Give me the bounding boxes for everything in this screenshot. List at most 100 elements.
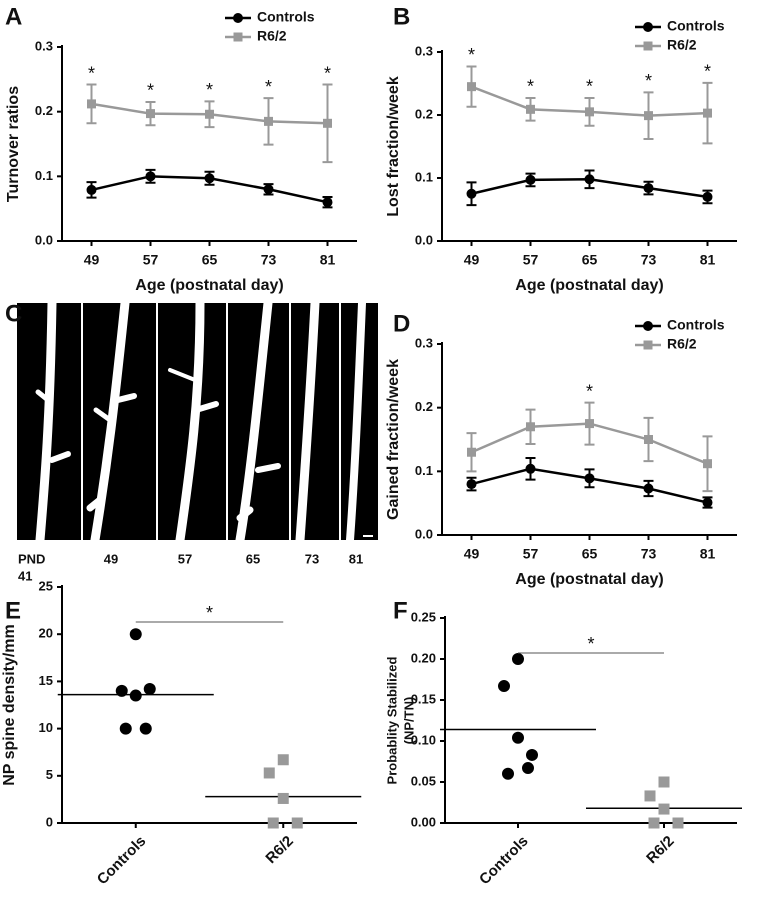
panel-letter: E: [5, 597, 21, 624]
data-point: [204, 173, 215, 184]
x-tick-label: 57: [523, 546, 539, 562]
x-axis-label: Age (postnatal day): [515, 571, 663, 588]
y-tick-label: 0.0: [415, 526, 433, 541]
y-tick-label: 10: [39, 720, 53, 735]
panel-letter: F: [393, 597, 408, 624]
data-point: [526, 104, 535, 114]
data-point: [522, 762, 534, 775]
data-point: [702, 497, 713, 508]
micrograph-panel: [17, 298, 378, 545]
y-tick-label: 0.1: [415, 463, 433, 478]
data-point: [466, 188, 477, 199]
data-point: [86, 184, 97, 195]
y-axis-label: Turnover ratios: [5, 86, 22, 202]
data-point: [143, 682, 156, 695]
x-tick-label: 81: [700, 252, 716, 268]
y-tick-label: 15: [39, 673, 53, 688]
data-point: [502, 767, 514, 780]
data-point: [672, 817, 684, 829]
day-prefix: PND: [18, 551, 45, 566]
data-point: [658, 776, 670, 788]
data-point: [512, 653, 524, 665]
day-label: 81: [349, 551, 363, 566]
significance-star: *: [586, 77, 593, 97]
data-point: [466, 479, 477, 490]
significance-star: *: [645, 71, 652, 91]
data-point: [205, 109, 214, 119]
data-point: [277, 754, 289, 766]
significance-star: *: [587, 634, 594, 654]
y-axis-label: (NP/TN): [401, 697, 416, 745]
legend-label: R6/2: [257, 28, 287, 44]
data-point: [498, 680, 510, 693]
data-point: [291, 817, 303, 829]
y-tick-label: 0.0: [35, 232, 53, 247]
x-tick-label: 65: [202, 252, 218, 268]
data-point: [267, 817, 279, 829]
data-point: [584, 473, 595, 484]
y-tick-label: 0.2: [415, 399, 433, 414]
dendrites: [35, 298, 366, 545]
y-tick-label: 20: [39, 626, 53, 641]
day-label: 49: [104, 551, 118, 566]
legend-label: R6/2: [667, 37, 697, 53]
data-point: [87, 99, 96, 109]
legend-label: Controls: [257, 9, 315, 25]
y-tick-label: 0: [46, 814, 53, 829]
x-tick-label: Controls: [94, 833, 150, 889]
legend-marker: [643, 41, 653, 51]
x-tick-label: 57: [143, 252, 159, 268]
data-point: [467, 447, 476, 457]
day-label: 57: [178, 551, 192, 566]
legend-label: Controls: [667, 317, 725, 333]
panel-letter: C: [5, 300, 22, 327]
data-point: [526, 748, 538, 761]
data-point: [644, 435, 653, 444]
data-point: [643, 483, 654, 494]
significance-star: *: [704, 62, 711, 82]
x-tick-label: 73: [641, 252, 657, 268]
legend-marker: [233, 13, 243, 23]
legend-marker: [643, 22, 653, 32]
y-tick-label: 0.2: [415, 106, 433, 121]
x-tick-label: 73: [641, 546, 657, 562]
y-tick-label: 0.25: [411, 609, 436, 624]
x-tick-label: 81: [700, 546, 716, 562]
x-tick-label: 65: [582, 252, 598, 268]
significance-star: *: [88, 63, 95, 83]
y-tick-label: 0.3: [415, 335, 433, 350]
data-point: [322, 197, 333, 208]
significance-star: *: [586, 381, 593, 401]
day-label: 41: [18, 568, 32, 583]
frame-dividers: [81, 303, 341, 540]
y-axis-label: Gained fraction/week: [385, 359, 402, 520]
data-point: [703, 459, 712, 469]
significance-star: *: [265, 77, 272, 97]
x-tick-label: 49: [464, 252, 480, 268]
legend-label: Controls: [667, 18, 725, 34]
y-tick-label: 0.15: [411, 691, 436, 706]
data-point: [129, 628, 142, 641]
legend-marker: [643, 321, 653, 331]
y-tick-label: 0.20: [411, 650, 436, 665]
panel-letter: A: [5, 3, 22, 30]
x-tick-label: R6/2: [262, 833, 296, 867]
data-point: [525, 463, 536, 474]
x-tick-label: 49: [464, 546, 480, 562]
data-point: [702, 191, 713, 202]
x-tick-label: 49: [84, 252, 100, 268]
data-point: [526, 422, 535, 432]
data-point: [277, 792, 289, 804]
y-tick-label: 25: [39, 578, 53, 593]
x-tick-label: 73: [261, 252, 277, 268]
data-point: [129, 689, 142, 702]
y-tick-label: 0.05: [411, 773, 436, 788]
y-tick-label: 0.2: [35, 103, 53, 118]
data-point: [585, 419, 594, 429]
data-point: [584, 174, 595, 185]
y-tick-label: 0.3: [35, 38, 53, 53]
day-label: 73: [305, 551, 319, 566]
data-point: [139, 722, 152, 735]
significance-star: *: [527, 77, 534, 97]
